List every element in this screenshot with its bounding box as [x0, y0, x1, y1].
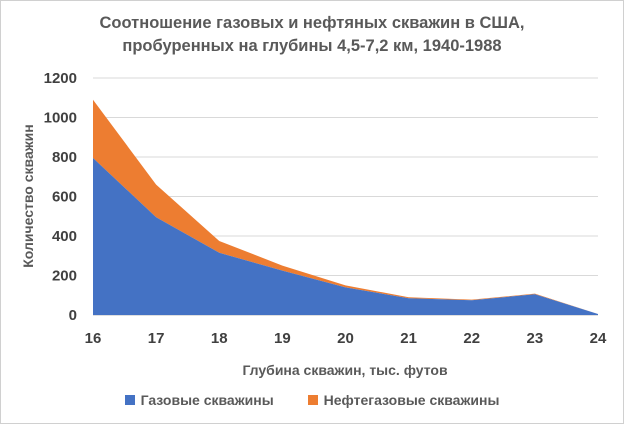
chart-title-line-2: пробуренных на глубины 4,5-7,2 км, 1940-… [122, 37, 502, 55]
y-axis-label: Количество скважин [20, 124, 36, 267]
y-tick-label: 1000 [44, 110, 77, 127]
y-tick-labels: 0 200 400 600 800 1000 1200 [44, 70, 77, 324]
x-tick-labels: 16 17 18 19 20 21 22 23 24 [85, 330, 607, 347]
chart-title: Соотношение газовых и нефтяных скважин в… [0, 12, 624, 58]
y-tick-label: 0 [69, 307, 77, 324]
legend-swatch-gas [124, 395, 135, 405]
x-tick-label: 20 [337, 330, 354, 347]
x-tick-label: 24 [590, 330, 607, 347]
x-tick-label: 22 [463, 330, 480, 347]
legend-swatch-oil-gas [307, 395, 318, 405]
y-tick-label: 600 [52, 189, 77, 206]
legend: Газовые скважины Нефтегазовые скважины [0, 392, 624, 408]
series-area-gas [93, 157, 598, 315]
y-tick-label: 400 [52, 228, 77, 245]
x-tick-label: 21 [400, 330, 417, 347]
legend-item-gas: Газовые скважины [124, 392, 274, 408]
x-tick-label: 17 [148, 330, 165, 347]
y-tick-label: 200 [52, 268, 77, 285]
x-axis-label: Глубина скважин, тыс. футов [242, 362, 448, 378]
x-tick-label: 23 [527, 330, 544, 347]
y-tick-label: 800 [52, 149, 77, 166]
legend-label-gas: Газовые скважины [140, 392, 274, 408]
legend-item-oil-gas: Нефтегазовые скважины [307, 392, 500, 408]
x-tick-label: 16 [85, 330, 102, 347]
x-tick-label: 19 [274, 330, 291, 347]
series-areas [93, 99, 598, 315]
legend-label-oil-gas: Нефтегазовые скважины [323, 392, 500, 408]
x-tick-label: 18 [211, 330, 228, 347]
chart-title-line-1: Соотношение газовых и нефтяных скважин в… [99, 14, 525, 32]
y-tick-label: 1200 [44, 70, 77, 87]
